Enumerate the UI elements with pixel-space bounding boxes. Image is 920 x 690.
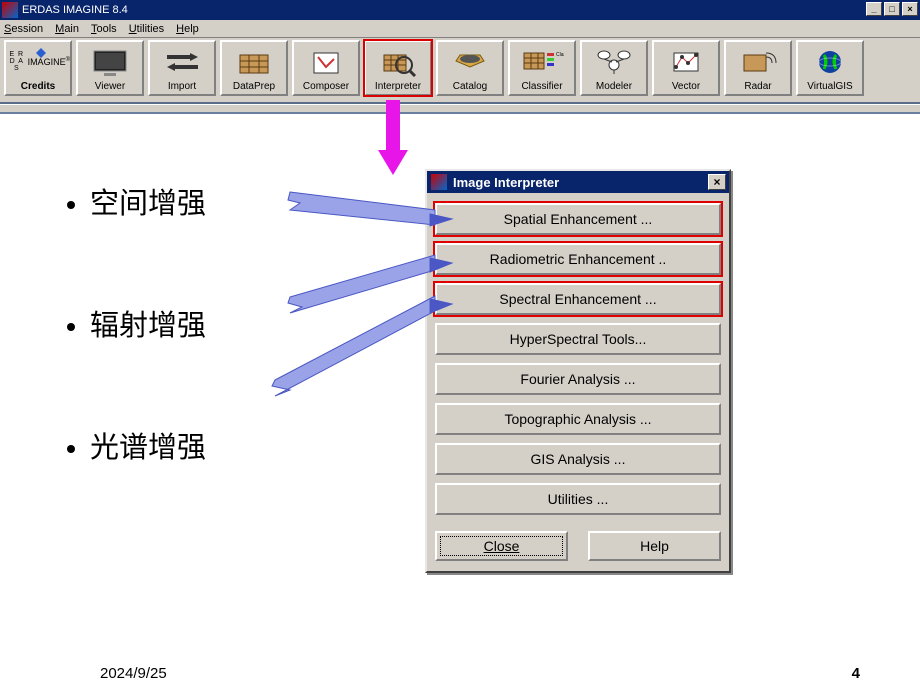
bullet-spectral: 光谱增强 xyxy=(90,424,206,466)
toolbar-underline xyxy=(0,104,920,114)
composer-icon xyxy=(306,42,346,81)
btn-hyperspectral-tools[interactable]: HyperSpectral Tools... xyxy=(435,323,721,355)
bullet-radiometric: 辐射增强 xyxy=(90,302,206,344)
tool-label: Vector xyxy=(672,81,700,92)
dialog-body: Spatial Enhancement ... Radiometric Enha… xyxy=(427,193,729,525)
btn-radiometric-enhancement[interactable]: Radiometric Enhancement .. xyxy=(435,243,721,275)
menu-main[interactable]: Main xyxy=(55,23,79,35)
toolbar: E R D A S IMAGINE® Credits Viewer Import… xyxy=(4,40,916,96)
slide-date: 2024/9/25 xyxy=(100,665,167,682)
tool-label: Import xyxy=(168,81,196,92)
dialog-titlebar: Image Interpreter × xyxy=(427,171,729,193)
tool-vector[interactable]: Vector xyxy=(652,40,720,96)
menu-tools[interactable]: Tools xyxy=(91,23,117,35)
tool-credits[interactable]: E R D A S IMAGINE® Credits xyxy=(4,40,72,96)
dialog-close-button[interactable]: × xyxy=(708,174,726,190)
dialog-app-icon xyxy=(431,174,447,190)
slide-page-number: 4 xyxy=(852,665,860,682)
tool-label: VirtualGIS xyxy=(807,81,852,92)
titlebar: ERDAS IMAGINE 8.4 _ □ × xyxy=(0,0,920,20)
credits-icon: E R D A S IMAGINE® xyxy=(6,42,70,81)
vector-icon xyxy=(666,42,706,81)
btn-topographic-analysis[interactable]: Topographic Analysis ... xyxy=(435,403,721,435)
svg-text:Class1: Class1 xyxy=(556,52,564,58)
bullet-spatial: 空间增强 xyxy=(90,180,206,222)
tool-label: Interpreter xyxy=(375,81,421,92)
virtualgis-icon xyxy=(810,42,850,81)
menu-utilities[interactable]: Utilities xyxy=(129,23,164,35)
catalog-icon xyxy=(450,42,490,81)
tool-dataprep[interactable]: DataPrep xyxy=(220,40,288,96)
image-interpreter-dialog: Image Interpreter × Spatial Enhancement … xyxy=(425,169,731,573)
btn-utilities[interactable]: Utilities ... xyxy=(435,483,721,515)
tool-label: DataPrep xyxy=(233,81,275,92)
tool-virtualgis[interactable]: VirtualGIS xyxy=(796,40,864,96)
window-controls: _ □ × xyxy=(866,2,918,16)
tool-label: Composer xyxy=(303,81,349,92)
tool-label: Catalog xyxy=(453,81,487,92)
interpreter-icon xyxy=(378,42,418,81)
dataprep-icon xyxy=(234,42,274,81)
viewer-icon xyxy=(90,42,130,81)
menu-help[interactable]: Help xyxy=(176,23,199,35)
close-button[interactable]: × xyxy=(902,2,918,16)
classifier-icon: Class1 xyxy=(520,42,564,81)
tool-label: Classifier xyxy=(521,81,562,92)
import-icon xyxy=(162,42,202,81)
menu-session[interactable]: Session xyxy=(4,23,43,35)
tool-label: Radar xyxy=(744,81,771,92)
minimize-button[interactable]: _ xyxy=(866,2,882,16)
tool-label: Viewer xyxy=(95,81,125,92)
tool-modeler[interactable]: Modeler xyxy=(580,40,648,96)
tool-radar[interactable]: Radar xyxy=(724,40,792,96)
slide-content: 空间增强 辐射增强 光谱增强 Image Interpreter × Spati… xyxy=(0,114,920,690)
btn-help[interactable]: Help xyxy=(588,531,721,561)
tool-interpreter[interactable]: Interpreter xyxy=(364,40,432,96)
btn-close[interactable]: Close xyxy=(435,531,568,561)
tool-catalog[interactable]: Catalog xyxy=(436,40,504,96)
tool-classifier[interactable]: Class1 Classifier xyxy=(508,40,576,96)
btn-fourier-analysis[interactable]: Fourier Analysis ... xyxy=(435,363,721,395)
bullet-list: 空间增强 辐射增强 光谱增强 xyxy=(50,180,206,546)
maximize-button[interactable]: □ xyxy=(884,2,900,16)
tool-composer[interactable]: Composer xyxy=(292,40,360,96)
tool-label: Modeler xyxy=(596,81,632,92)
tool-viewer[interactable]: Viewer xyxy=(76,40,144,96)
tool-import[interactable]: Import xyxy=(148,40,216,96)
toolbar-container: E R D A S IMAGINE® Credits Viewer Import… xyxy=(0,38,920,104)
dialog-title-text: Image Interpreter xyxy=(453,175,559,190)
tool-label: Credits xyxy=(21,81,55,92)
dialog-footer: Close Help xyxy=(427,525,729,571)
btn-spectral-enhancement[interactable]: Spectral Enhancement ... xyxy=(435,283,721,315)
app-icon xyxy=(2,2,18,18)
modeler-icon xyxy=(594,42,634,81)
menubar: Session Main Tools Utilities Help xyxy=(0,20,920,38)
radar-icon xyxy=(738,42,778,81)
btn-gis-analysis[interactable]: GIS Analysis ... xyxy=(435,443,721,475)
btn-spatial-enhancement[interactable]: Spatial Enhancement ... xyxy=(435,203,721,235)
app-title: ERDAS IMAGINE 8.4 xyxy=(22,4,128,16)
